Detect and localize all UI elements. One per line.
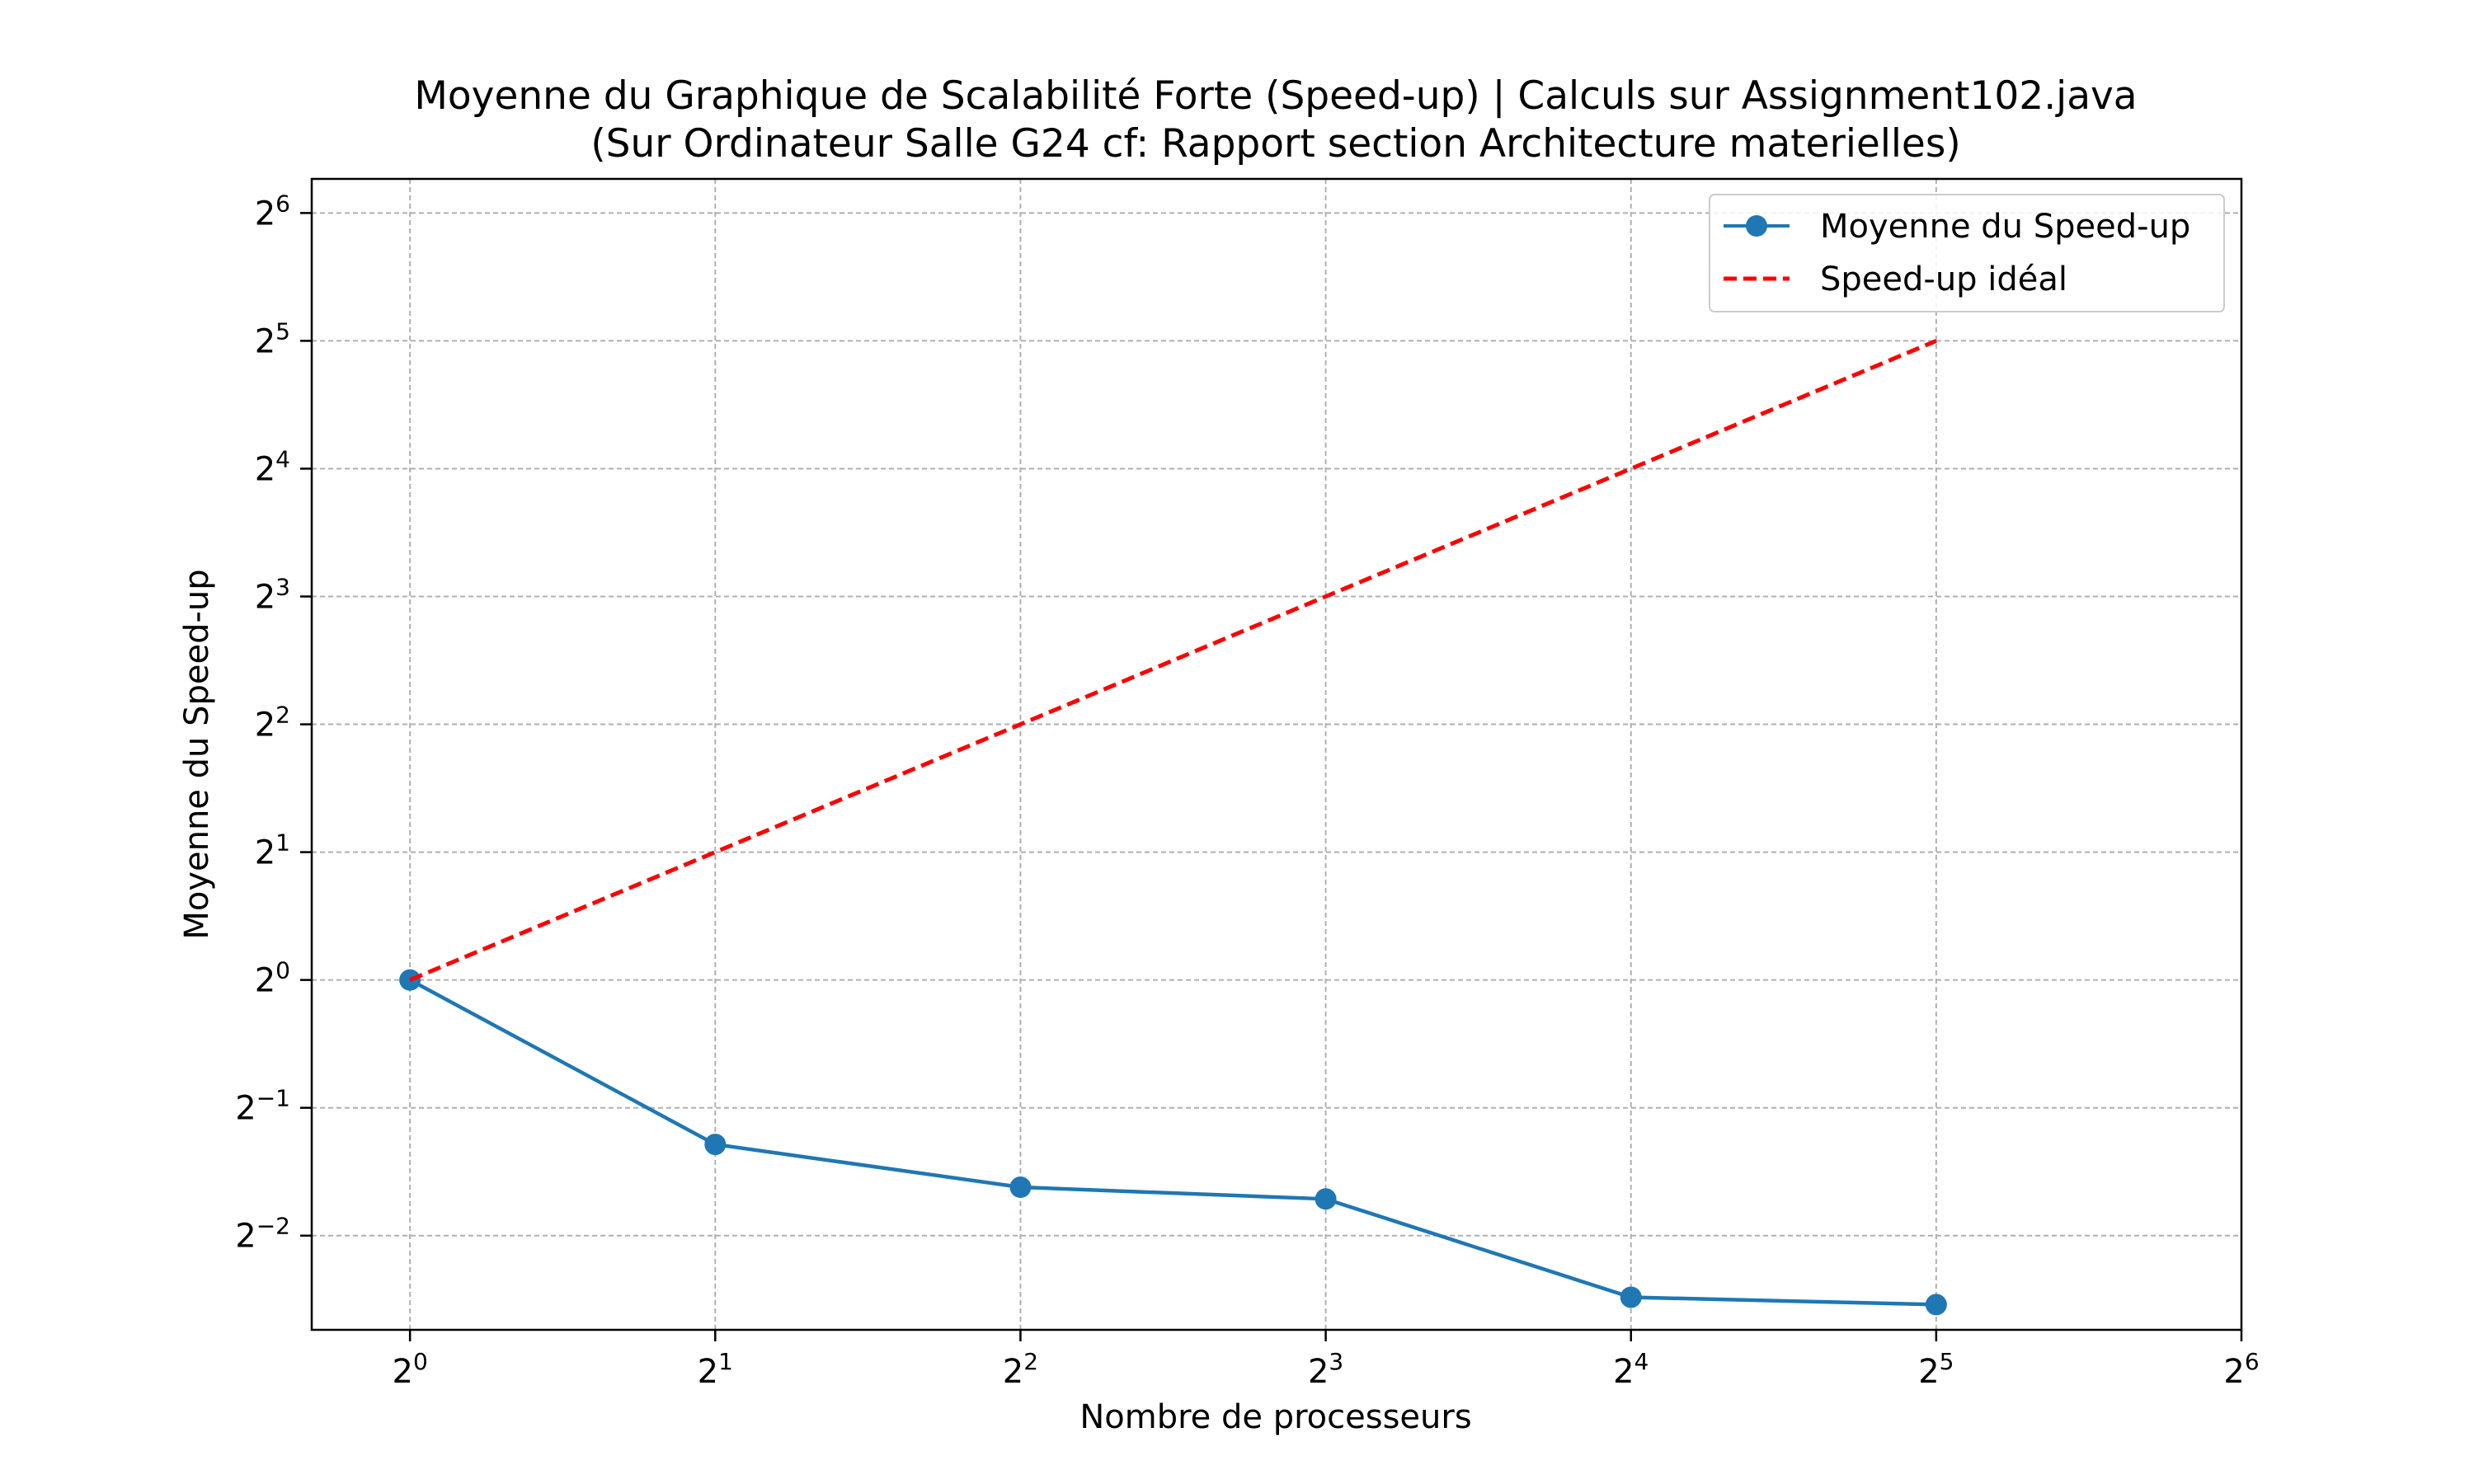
chart-subtitle: (Sur Ordinateur Salle G24 cf: Rapport se…	[590, 121, 1960, 167]
x-tick-label: 25	[1918, 1348, 1954, 1391]
series-0-point	[704, 1134, 727, 1156]
x-axis-label: Nombre de processeurs	[1079, 1398, 1471, 1436]
series-0-point	[1925, 1294, 1947, 1316]
x-tick-label: 23	[1308, 1348, 1343, 1391]
series-layer	[399, 339, 1947, 1316]
y-tick-label: 20	[255, 957, 290, 1000]
series-0-point	[1620, 1286, 1642, 1308]
x-tick-label: 21	[698, 1348, 733, 1391]
series-0-point	[1315, 1188, 1337, 1210]
chart-title: Moyenne du Graphique de Scalabilité Fort…	[414, 73, 2137, 119]
legend: Moyenne du Speed-up Speed-up idéal	[1709, 194, 2225, 312]
series-line-0	[409, 978, 1936, 1307]
y-axis: 2−2 2−1 20 21 22 23 24 25 26	[235, 190, 312, 1256]
legend-label-speedup: Moyenne du Speed-up	[1820, 208, 2190, 246]
legend-frame	[1709, 194, 2225, 312]
x-tick-label: 26	[2223, 1348, 2259, 1391]
y-tick-label: 2−1	[235, 1085, 290, 1128]
plot-frame	[310, 177, 2243, 1331]
x-tick-label: 20	[393, 1348, 428, 1391]
y-tick-label: 25	[255, 317, 290, 360]
y-tick-label: 24	[255, 445, 290, 488]
x-axis: 20 21 22 23 24 25 26	[393, 1330, 2260, 1391]
y-tick-label: 26	[255, 190, 290, 232]
x-tick-label: 22	[1003, 1348, 1038, 1391]
x-tick-label: 24	[1613, 1348, 1649, 1391]
y-tick-label: 23	[255, 574, 290, 617]
y-tick-label: 22	[255, 702, 290, 744]
legend-marker-speedup	[1746, 215, 1767, 237]
legend-label-ideal: Speed-up idéal	[1820, 261, 2067, 298]
series-0-point	[1009, 1176, 1032, 1199]
series-0-point	[399, 969, 421, 991]
y-tick-label: 21	[255, 829, 290, 872]
y-axis-label: Moyenne du Speed-up	[178, 569, 216, 939]
y-tick-label: 2−2	[235, 1213, 290, 1256]
